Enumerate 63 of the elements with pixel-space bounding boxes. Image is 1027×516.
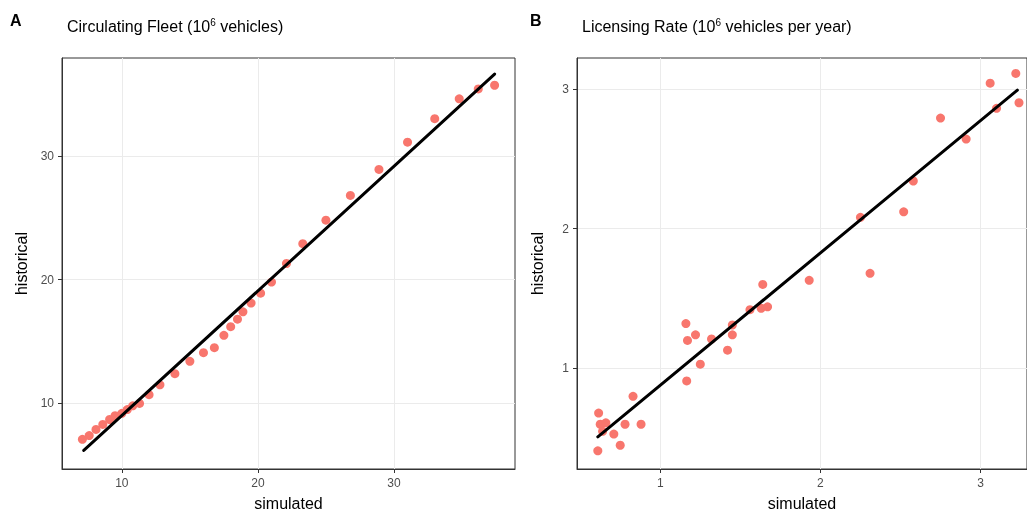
y-tick-label: 30	[40, 148, 55, 163]
point	[91, 424, 101, 434]
point	[98, 419, 108, 429]
text: B	[530, 11, 542, 29]
point	[758, 279, 768, 289]
point	[198, 348, 208, 358]
point	[593, 446, 603, 456]
point	[84, 431, 94, 441]
point	[899, 207, 909, 217]
x-tick-label: 20	[251, 476, 265, 490]
point	[1011, 68, 1021, 78]
point	[601, 418, 611, 428]
point	[403, 137, 413, 147]
point	[763, 302, 773, 312]
point	[804, 275, 814, 285]
point	[636, 419, 646, 429]
y-tick-label: 20	[40, 272, 55, 287]
point	[609, 429, 619, 439]
point	[238, 307, 248, 317]
point	[345, 190, 355, 200]
y-tick-label: 3	[562, 81, 570, 96]
point	[454, 94, 464, 104]
y-axis-title: historical	[13, 231, 31, 296]
y-axis-title: historical	[528, 231, 546, 296]
x-tick-label: 2	[817, 476, 825, 490]
point	[298, 239, 308, 249]
point	[985, 78, 995, 88]
point	[615, 440, 625, 450]
x-tick-label: 30	[387, 476, 401, 490]
point	[77, 434, 87, 444]
point	[628, 391, 638, 401]
x-axis-title: simulated	[767, 494, 837, 512]
point	[321, 215, 331, 225]
text: A	[10, 11, 22, 29]
point	[683, 335, 692, 345]
point	[865, 268, 875, 278]
point	[233, 314, 242, 324]
point	[490, 80, 500, 90]
x-tick-label: 10	[115, 476, 129, 490]
point	[185, 356, 195, 366]
point	[1014, 98, 1024, 108]
point	[682, 376, 692, 386]
point	[209, 343, 219, 353]
point	[681, 319, 691, 329]
point	[727, 330, 737, 340]
x-tick-label: 3	[977, 476, 985, 490]
point	[620, 419, 630, 429]
y-tick-label: 2	[562, 221, 570, 236]
point	[430, 114, 440, 124]
point	[691, 330, 701, 340]
point	[374, 164, 384, 174]
point	[219, 330, 229, 340]
point	[226, 322, 236, 332]
point	[594, 408, 604, 418]
point	[723, 345, 733, 355]
point	[961, 134, 971, 144]
point	[170, 369, 180, 379]
y-tick-label: 10	[40, 396, 55, 411]
x-tick-label: 1	[656, 476, 664, 490]
point	[936, 113, 946, 123]
point	[695, 359, 705, 369]
x-axis-title: simulated	[254, 494, 323, 512]
y-tick-label: 1	[562, 361, 570, 376]
